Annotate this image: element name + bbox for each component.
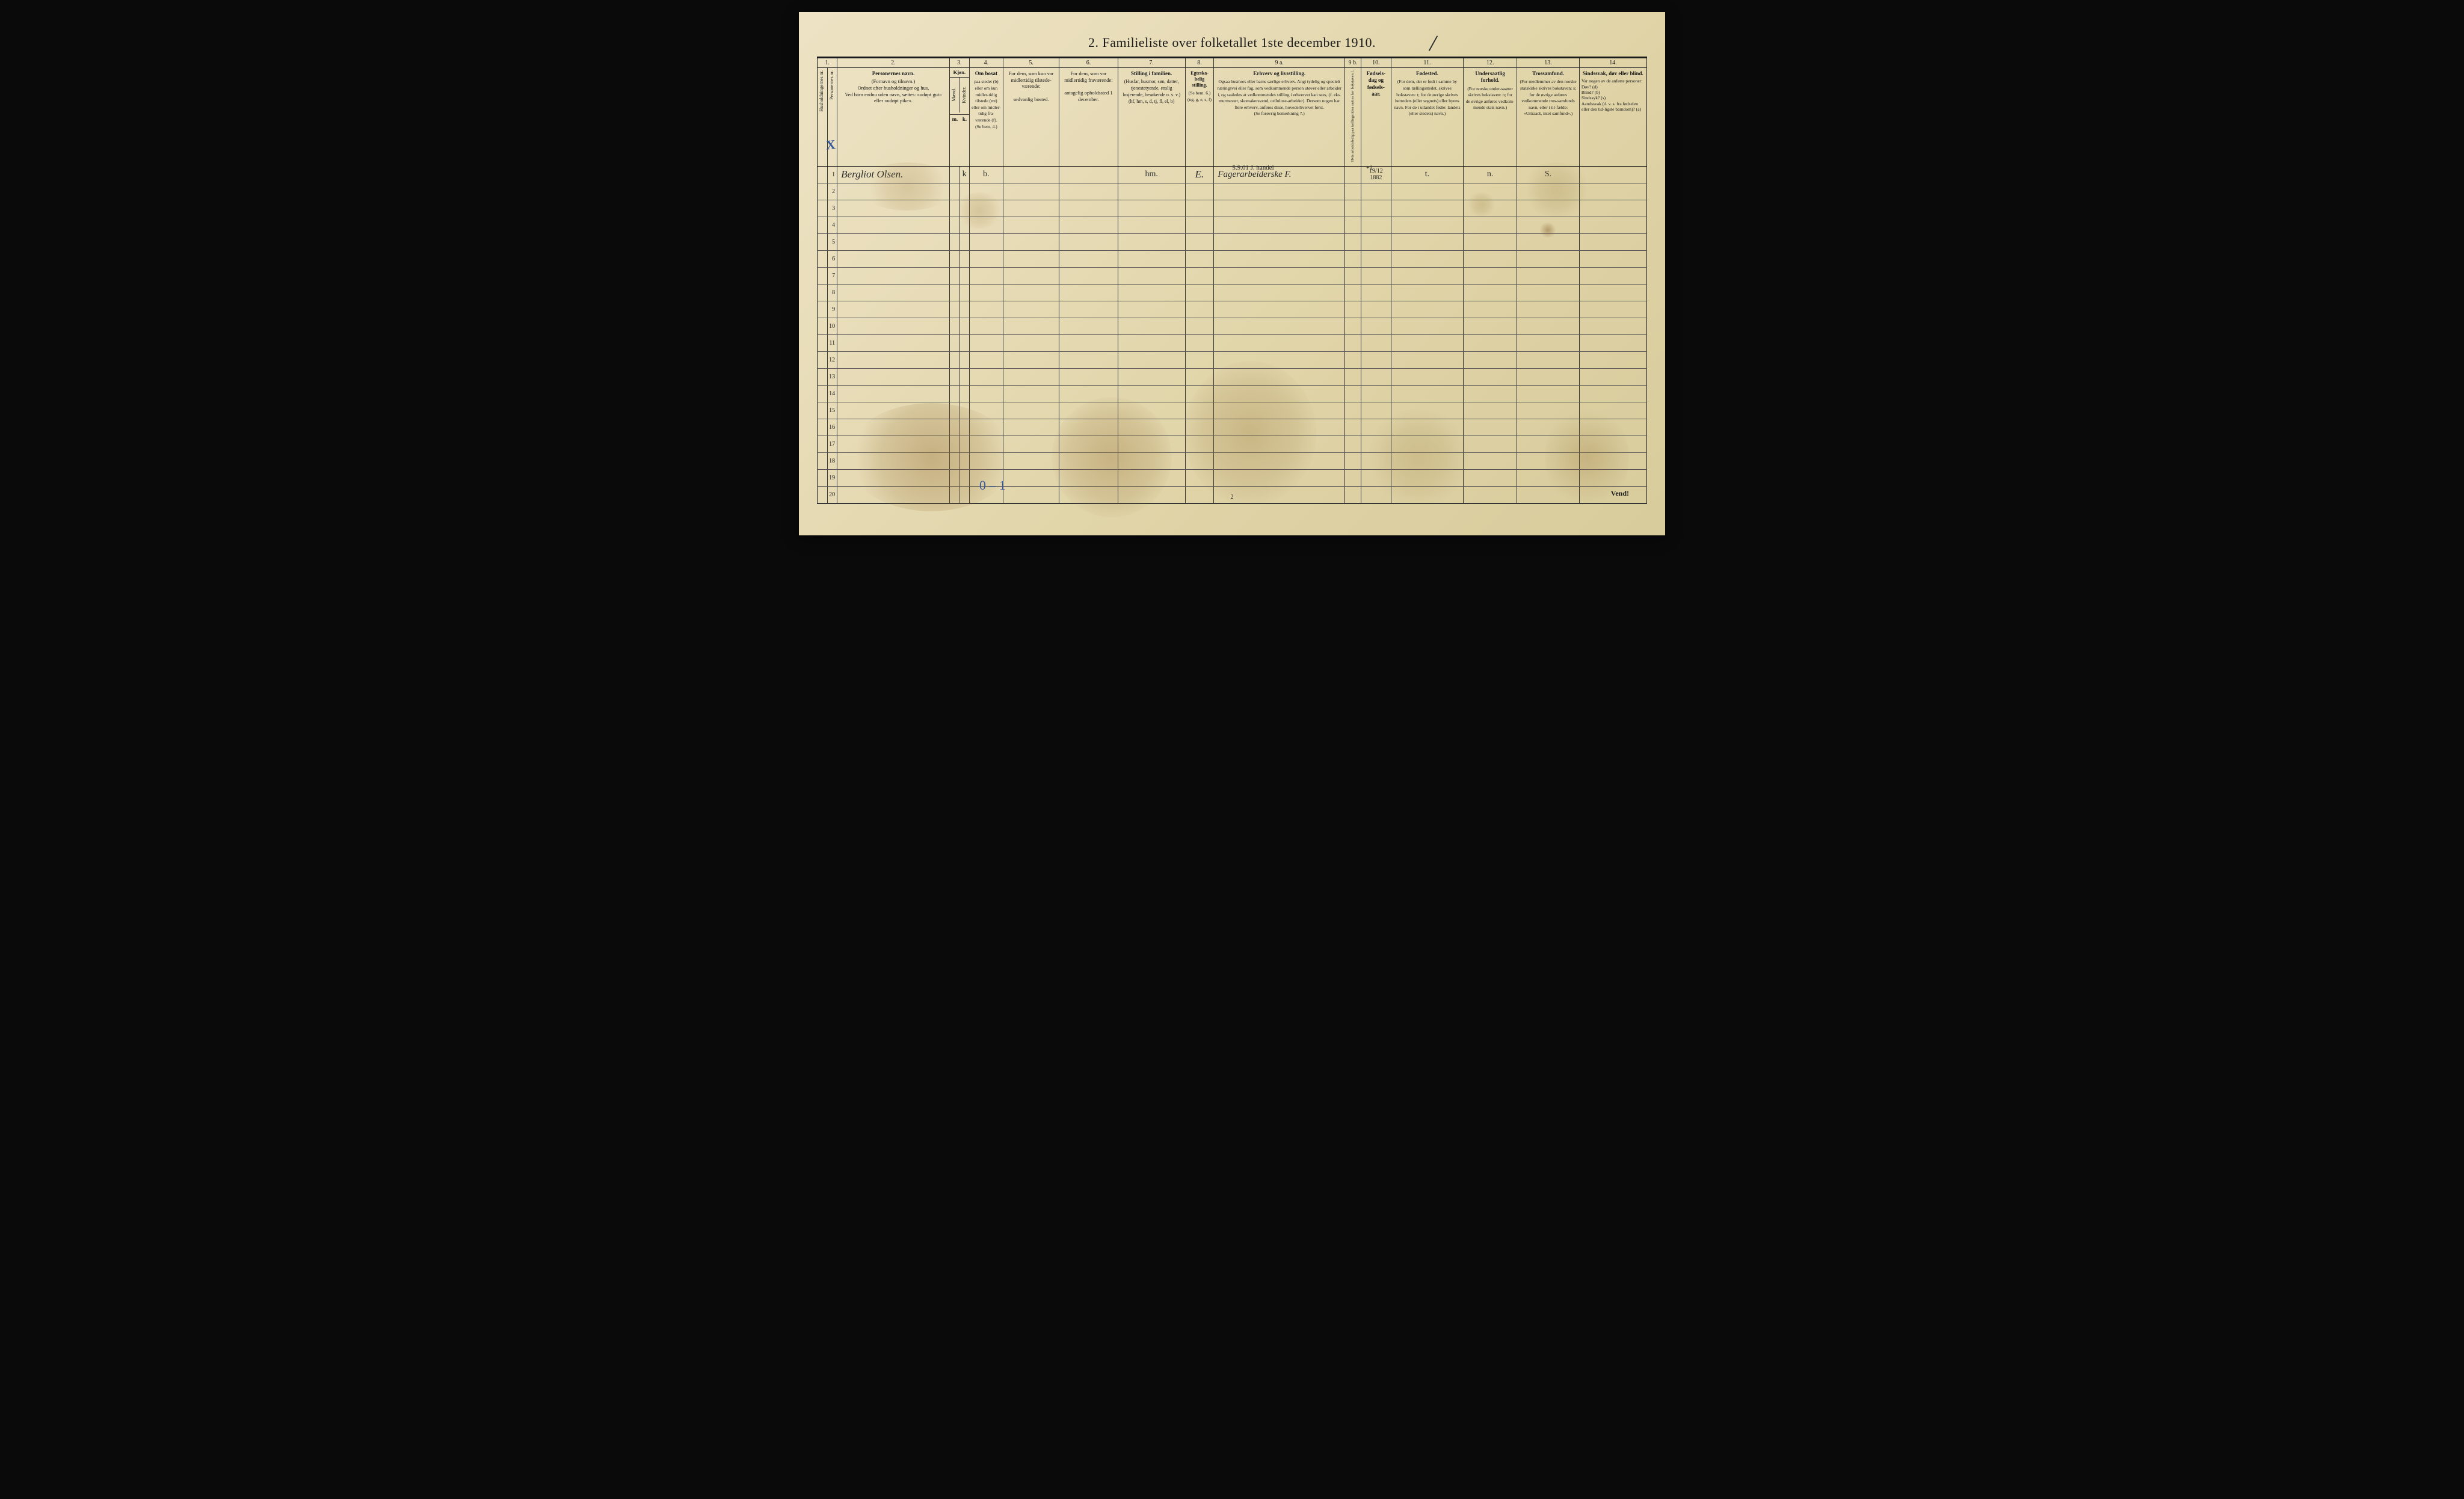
census-table-wrap: 1. 2. 3. 4. 5. 6. 7. 8. 9 a. 9 b. 10. 11…	[817, 57, 1647, 504]
table-row: 4	[818, 217, 1647, 233]
table-row: 17	[818, 436, 1647, 452]
table-row: 15	[818, 402, 1647, 419]
census-page: 2. Familieliste over folketallet 1ste de…	[799, 12, 1665, 535]
hdr-arbeidsledig: Hvis arbeidsledig paa tællingstiden sætt…	[1345, 68, 1361, 167]
col-num: 12.	[1464, 58, 1517, 68]
page-number-bottom: 2	[1231, 494, 1234, 500]
hdr-trossamfund: Trossamfund. (For medlemmer av den norsk…	[1517, 68, 1580, 167]
column-header-row: Husholdningernes nr. Personernes nr. Per…	[818, 68, 1647, 167]
cell-undersaat: n.	[1464, 166, 1517, 183]
col-num: 10.	[1361, 58, 1391, 68]
cell-sindssvak	[1579, 166, 1646, 183]
col-num: 14.	[1579, 58, 1646, 68]
cell-tilstede	[1003, 166, 1059, 183]
col-num: 8.	[1185, 58, 1214, 68]
col-num: 6.	[1059, 58, 1118, 68]
cell-kjon-k: k	[959, 166, 970, 183]
table-row: 12	[818, 351, 1647, 368]
census-table: 1. 2. 3. 4. 5. 6. 7. 8. 9 a. 9 b. 10. 11…	[817, 58, 1647, 503]
table-row: 18	[818, 452, 1647, 469]
hdr-erhverv: Erhverv og livsstilling. Ogsaa husmors e…	[1214, 68, 1345, 167]
cell-egtesk: E.	[1185, 166, 1214, 183]
hdr-midlertidig-fravaerende: For dem, som var midlertidig fraværende:…	[1059, 68, 1118, 167]
table-row: 5	[818, 233, 1647, 250]
col-num: 13.	[1517, 58, 1580, 68]
table-row: 3	[818, 200, 1647, 217]
hdr-kjon: Kjøn. Mænd. Kvinder. m.k.	[949, 68, 969, 167]
cell-tros: S.	[1517, 166, 1580, 183]
vend-label: Vend!	[1611, 489, 1629, 498]
hdr-fodested: Fødested. (For dem, der er født i samme …	[1391, 68, 1463, 167]
hdr-fodselsdag: Fødsels-dag og fødsels-aar.	[1361, 68, 1391, 167]
page-title: 2. Familieliste over folketallet 1ste de…	[799, 12, 1665, 57]
table-row: 13	[818, 368, 1647, 385]
table-row: 9	[818, 301, 1647, 318]
column-number-row: 1. 2. 3. 4. 5. 6. 7. 8. 9 a. 9 b. 10. 11…	[818, 58, 1647, 68]
table-row: 7	[818, 267, 1647, 284]
cell-bosat: b.	[969, 166, 1003, 183]
table-row: 2	[818, 183, 1647, 200]
hdr-bosat: Om bosat paa stedet (b) eller om kun mid…	[969, 68, 1003, 167]
cell-person-nr: 1	[827, 166, 837, 183]
cell-fodsel: +1 19/12 1882	[1361, 166, 1391, 183]
table-row: 11	[818, 334, 1647, 351]
cell-fodested: t.	[1391, 166, 1463, 183]
col-num: 4.	[969, 58, 1003, 68]
table-row: 6	[818, 250, 1647, 267]
hdr-egteskabelig: Egteska-belig stilling. (Se bem. 6.) (ug…	[1185, 68, 1214, 167]
table-row: 19	[818, 469, 1647, 486]
col-num: 1.	[818, 58, 837, 68]
col-num: 7.	[1118, 58, 1185, 68]
cell-hushold-nr	[818, 166, 828, 183]
table-row: 16	[818, 419, 1647, 436]
cell-navn: Bergliot Olsen.	[837, 166, 950, 183]
table-row: 1 Bergliot Olsen. k b. hm. E. 5.9.01 J. …	[818, 166, 1647, 183]
hdr-sindssvak: Sindssvak, døv eller blind. Var nogen av…	[1579, 68, 1646, 167]
col-num: 3.	[949, 58, 969, 68]
col-num: 11.	[1391, 58, 1463, 68]
cell-arbeidsledig	[1345, 166, 1361, 183]
cell-erhverv: 5.9.01 J. handel Fagerarbeiderske F.	[1214, 166, 1345, 183]
col-num: 5.	[1003, 58, 1059, 68]
cell-kjon-m	[949, 166, 959, 183]
hdr-midlertidig-tilstede: For dem, som kun var midlertidig tilsted…	[1003, 68, 1059, 167]
hdr-undersaatlig: Undersaatlig forhold. (For norske under-…	[1464, 68, 1517, 167]
col-num: 9 a.	[1214, 58, 1345, 68]
footer-handwritten-note: 0 – 1	[979, 478, 1006, 493]
hdr-stilling-familien: Stilling i familien. (Husfar, husmor, sø…	[1118, 68, 1185, 167]
table-row: 8	[818, 284, 1647, 301]
col-num: 9 b.	[1345, 58, 1361, 68]
blue-x-mark: X	[825, 137, 836, 153]
hdr-navn: Personernes navn. (Fornavn og tilnavn.) …	[837, 68, 950, 167]
table-row: 14	[818, 385, 1647, 402]
cell-fravaerende	[1059, 166, 1118, 183]
hdr-husholdning-nr: Husholdningernes nr.	[818, 68, 828, 167]
cell-stilling-fam: hm.	[1118, 166, 1185, 183]
table-row: 10	[818, 318, 1647, 334]
col-num: 2.	[837, 58, 950, 68]
